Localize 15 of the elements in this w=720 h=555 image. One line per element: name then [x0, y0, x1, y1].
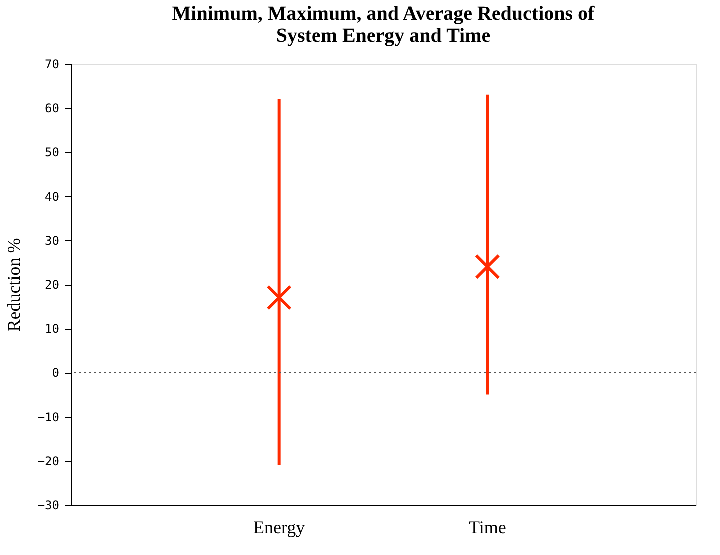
y-tick-label: 0 [52, 366, 60, 380]
y-tick-label: 40 [45, 190, 60, 204]
y-tick-label: 30 [45, 234, 60, 248]
x-tick-label: Energy [254, 518, 306, 538]
y-tick-label: 60 [45, 102, 60, 116]
y-tick-label: 20 [45, 278, 60, 292]
y-tick-label: −30 [38, 498, 60, 512]
chart-title: Minimum, Maximum, and Average Reductions of System Energy and Time [172, 3, 596, 47]
y-tick-label: 70 [45, 58, 60, 72]
y-axis-title: Reduction % [4, 238, 24, 332]
y-tick-label: 10 [45, 322, 60, 336]
y-tick-label: −10 [38, 410, 60, 424]
y-tick-label: 50 [45, 146, 60, 160]
y-tick-label: −20 [38, 454, 60, 468]
x-tick-label: Time [468, 518, 506, 538]
